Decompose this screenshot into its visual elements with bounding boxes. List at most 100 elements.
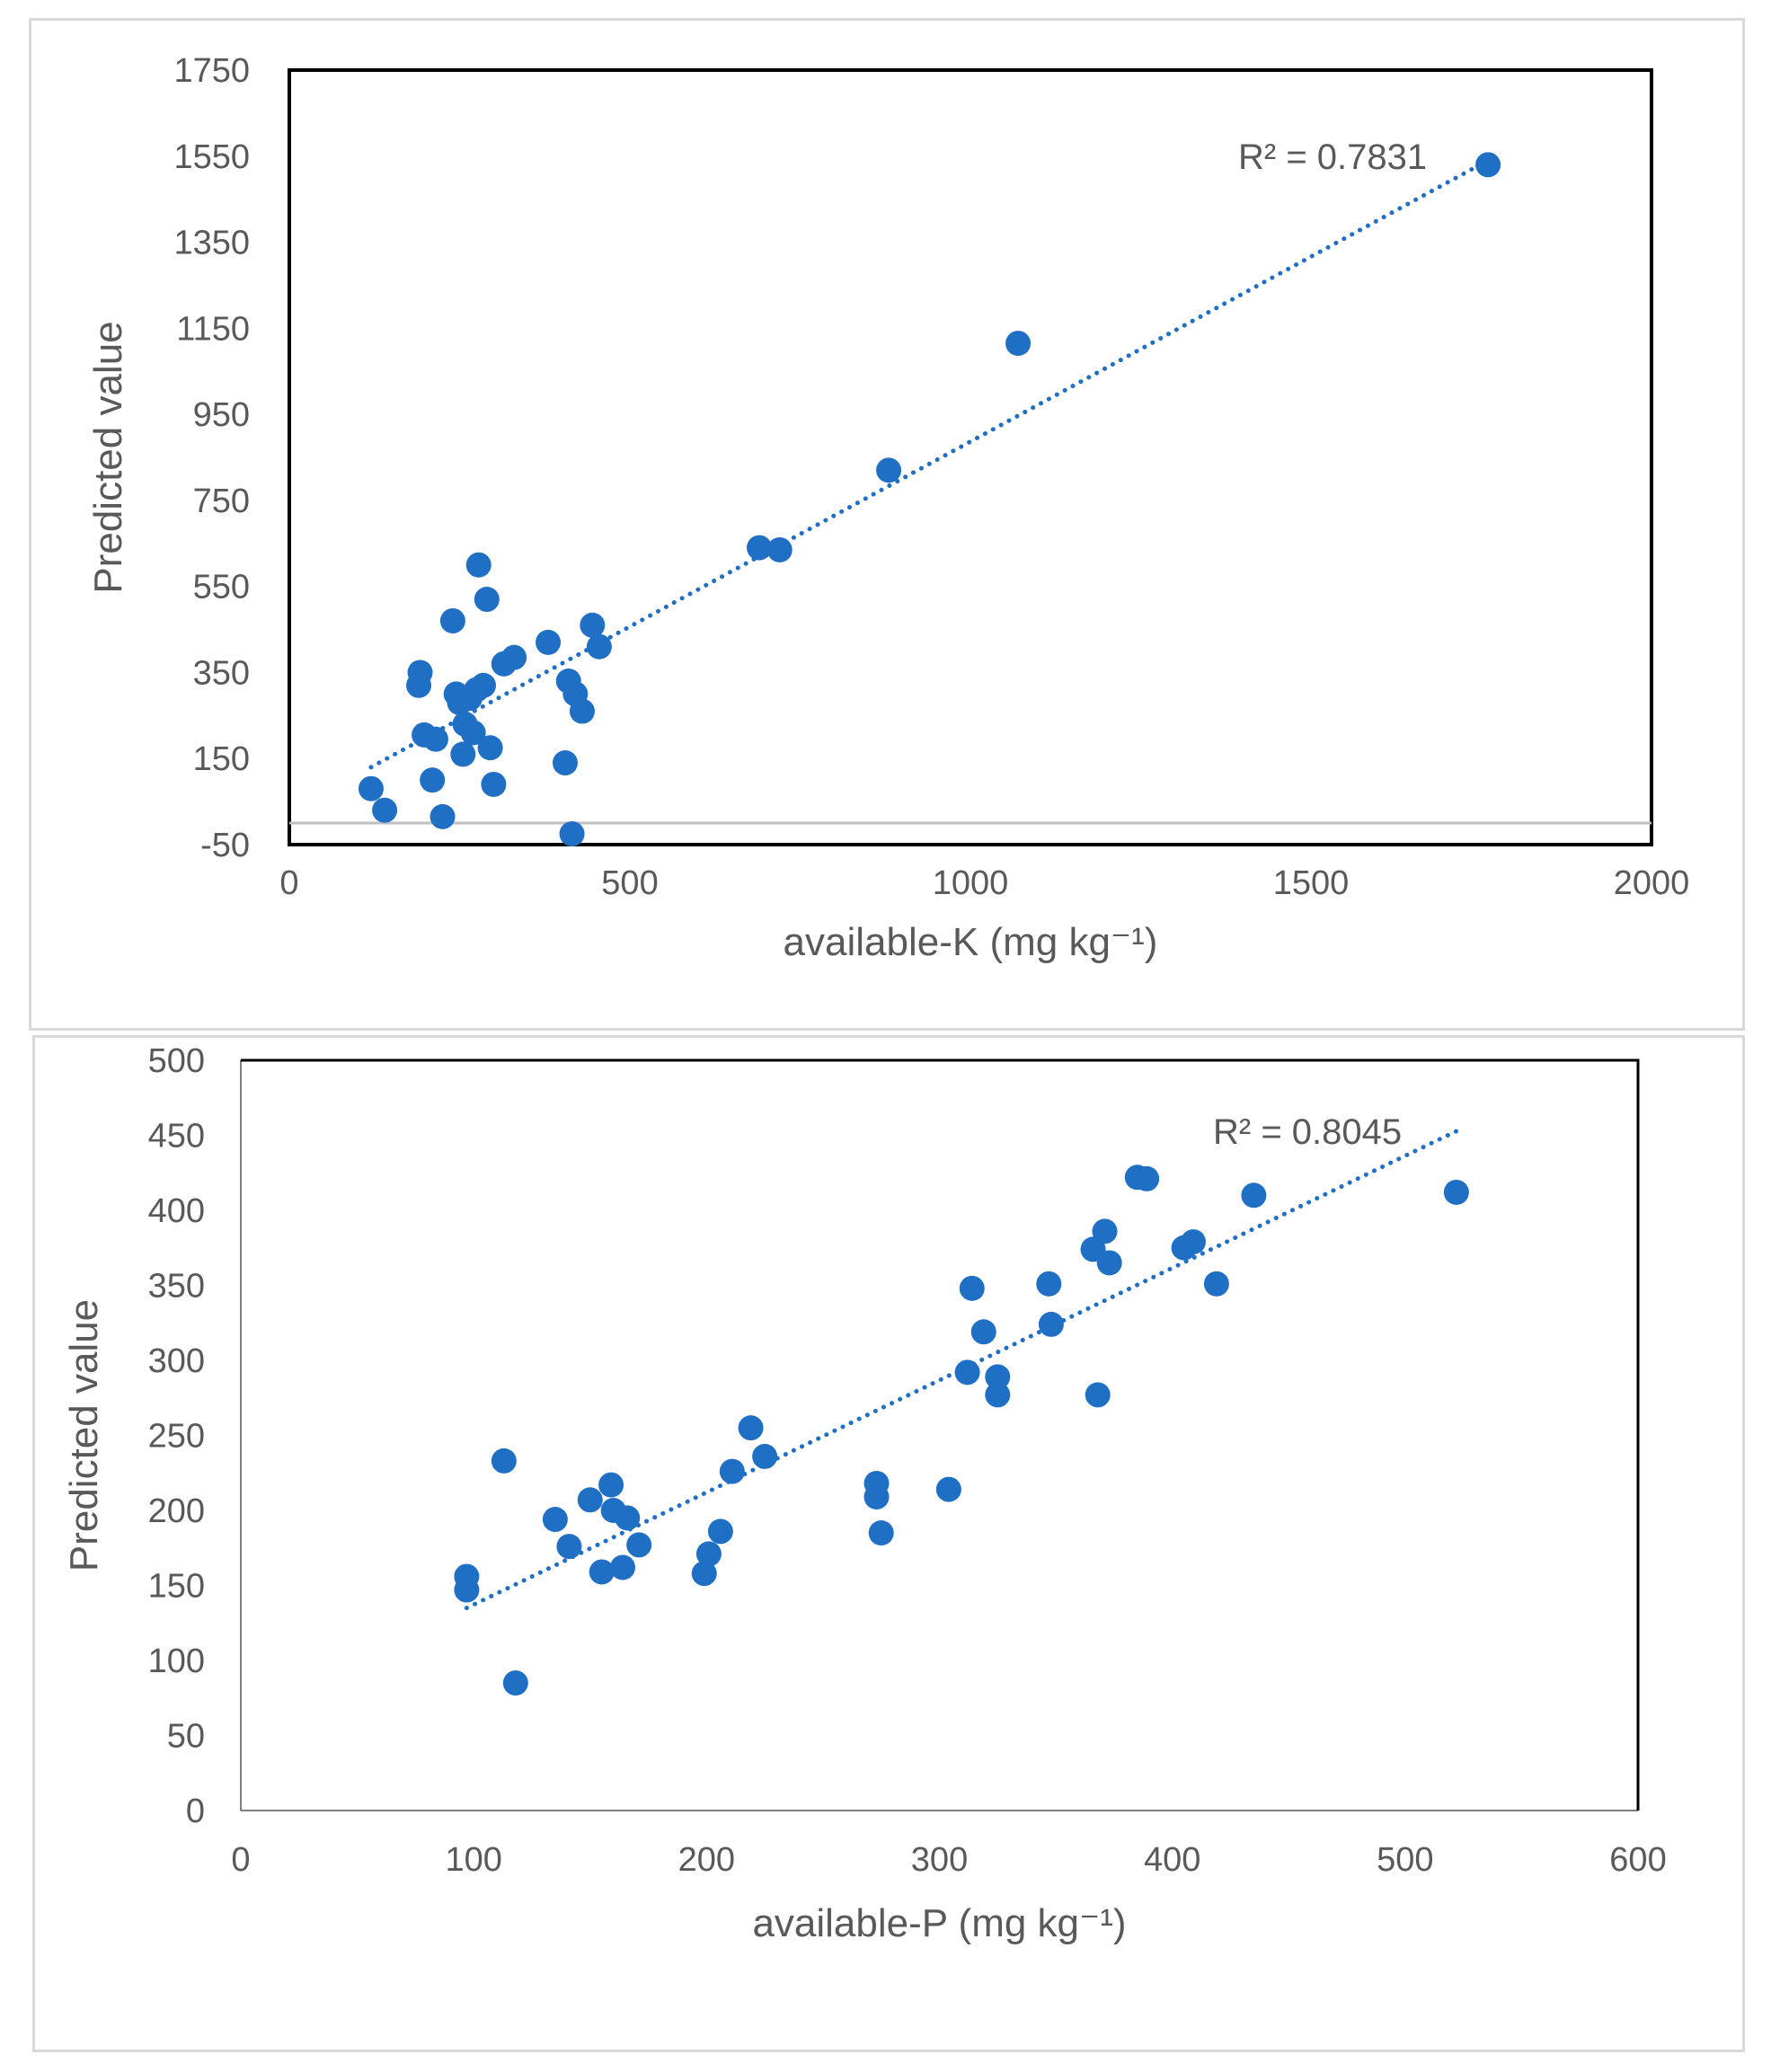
- y-tick-label: 250: [148, 1418, 205, 1456]
- data-point: [954, 1359, 980, 1386]
- data-point: [465, 552, 491, 578]
- data-point: [477, 735, 503, 761]
- data-point: [1036, 1271, 1062, 1297]
- r-squared-label: R² = 0.7831: [1238, 137, 1427, 177]
- y-tick-label: 950: [193, 396, 250, 434]
- data-point: [1092, 1218, 1118, 1244]
- x-tick-label: 1500: [1273, 864, 1350, 902]
- data-point: [863, 1483, 890, 1510]
- y-axis-title: Predicted value: [86, 321, 130, 593]
- data-point: [868, 1520, 894, 1546]
- y-axis-title: Predicted value: [62, 1299, 106, 1572]
- y-tick-label: 200: [148, 1492, 205, 1530]
- y-tick-label: 300: [148, 1342, 205, 1380]
- r-squared-label: R² = 0.8045: [1213, 1112, 1402, 1152]
- chart-1: -50 150 350 550 750 950 1150 1350 1550 1750 0 500 10…: [86, 52, 1689, 964]
- data-point: [358, 775, 384, 801]
- data-point: [1475, 152, 1501, 178]
- data-point: [935, 1476, 961, 1502]
- data-point: [766, 536, 793, 562]
- data-point: [1180, 1229, 1206, 1255]
- chart-panel-top: [29, 18, 1745, 1031]
- y-tick-label: 1550: [173, 138, 250, 176]
- data-point: [372, 797, 398, 823]
- data-point: [569, 698, 595, 724]
- data-point: [481, 771, 507, 797]
- data-point: [471, 672, 497, 698]
- chart-2: 0 50 100 150 200 250 300 350 400 450 500 0 100 200 300…: [62, 1042, 1667, 1945]
- data-point: [422, 726, 448, 752]
- data-point: [586, 633, 612, 660]
- plot-area-border: [241, 1058, 1640, 1811]
- data-point: [556, 1534, 582, 1560]
- data-point: [719, 1458, 745, 1484]
- x-tick-label: 400: [1144, 1841, 1200, 1879]
- x-tick-label: 600: [1609, 1841, 1666, 1879]
- trendline: [368, 158, 1491, 770]
- data-point: [1096, 1250, 1122, 1276]
- y-tick-label: 550: [193, 569, 250, 607]
- data-point: [580, 612, 606, 638]
- x-tick-label: 500: [601, 864, 658, 902]
- data-point: [407, 660, 433, 686]
- x-tick-label: 1000: [933, 864, 1009, 902]
- data-point: [1134, 1165, 1160, 1191]
- x-tick-label: 0: [231, 1841, 250, 1879]
- data-point: [1038, 1311, 1064, 1337]
- data-point: [985, 1364, 1011, 1390]
- y-tick-label: 1750: [173, 52, 250, 90]
- data-point: [610, 1554, 636, 1581]
- x-tick-label: 2000: [1614, 864, 1690, 902]
- y-tick-label: 150: [148, 1568, 205, 1606]
- data-point: [752, 1443, 778, 1469]
- x-tick-label: 100: [445, 1841, 501, 1879]
- y-tick-label: 50: [167, 1718, 205, 1756]
- x-tick-label: 300: [911, 1841, 968, 1879]
- data-point: [1085, 1382, 1111, 1408]
- data-point: [552, 750, 578, 776]
- y-tick-label: 350: [193, 654, 250, 692]
- data-point: [491, 1448, 517, 1474]
- data-point: [577, 1487, 603, 1513]
- data-point: [502, 1670, 528, 1696]
- data-point: [985, 1382, 1011, 1408]
- data-point: [589, 1559, 615, 1585]
- data-point: [460, 720, 486, 746]
- y-tick-label: 150: [193, 740, 250, 778]
- data-point: [454, 1563, 480, 1589]
- y-tick-label: 500: [148, 1042, 205, 1080]
- data-point: [876, 457, 902, 483]
- data-point: [959, 1275, 985, 1301]
- data-point: [1005, 331, 1032, 357]
- data-point: [695, 1541, 722, 1567]
- data-point: [691, 1561, 717, 1587]
- data-point: [615, 1505, 641, 1531]
- x-tick-label: 0: [279, 864, 298, 902]
- y-tick-label: 750: [193, 483, 250, 520]
- data-point: [970, 1319, 996, 1345]
- data-point: [707, 1519, 733, 1545]
- data-point: [747, 535, 773, 561]
- data-point: [439, 607, 465, 633]
- chart-panel-bottom: [32, 1035, 1745, 2052]
- x-axis-title: available-K (mg kg⁻¹): [784, 920, 1158, 964]
- y-tick-label: 350: [148, 1268, 205, 1306]
- data-point: [1203, 1271, 1229, 1297]
- data-point: [598, 1472, 624, 1498]
- data-point: [429, 803, 456, 829]
- data-point: [450, 741, 476, 767]
- y-tick-label: 1350: [173, 225, 250, 262]
- data-point: [626, 1532, 652, 1558]
- y-tick-label: -50: [200, 827, 250, 864]
- data-point: [738, 1415, 764, 1441]
- y-tick-label: 0: [186, 1793, 205, 1830]
- data-point: [501, 644, 527, 670]
- y-tick-label: 100: [148, 1643, 205, 1680]
- x-axis-title: available-P (mg kg⁻¹): [752, 1901, 1126, 1945]
- x-tick-label: 500: [1377, 1841, 1433, 1879]
- x-tick-label: 200: [678, 1841, 735, 1879]
- data-point: [474, 587, 500, 613]
- data-point: [536, 629, 562, 655]
- data-point: [1241, 1182, 1267, 1209]
